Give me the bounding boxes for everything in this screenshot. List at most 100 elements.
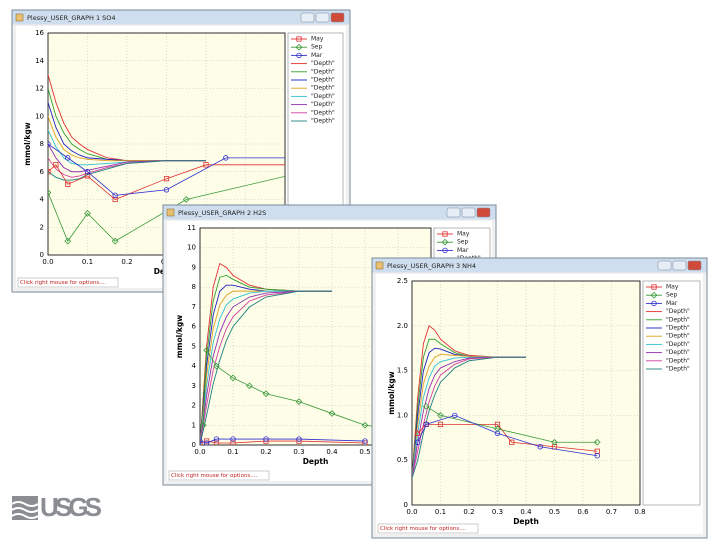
- marker-square: [53, 162, 59, 168]
- y-tick-label: 0: [192, 441, 196, 449]
- x-tick-label: 0.4: [326, 448, 338, 456]
- maximize-button[interactable]: [672, 260, 687, 271]
- legend: MaySepMar"Depth""Depth""Depth""Depth""De…: [642, 280, 701, 506]
- x-tick-label: 0.5: [359, 448, 370, 456]
- legend-label: "Depth": [666, 349, 690, 356]
- observed-line: [48, 175, 285, 242]
- y-tick-label: 4: [192, 362, 197, 370]
- model-line: [200, 274, 332, 445]
- x-axis-label: Depth: [303, 457, 329, 466]
- legend-box: [642, 280, 701, 506]
- maximize-button[interactable]: [461, 207, 476, 218]
- y-tick-label: 2: [40, 223, 44, 231]
- legend-label: "Depth": [311, 109, 335, 116]
- marker-circle: [200, 438, 203, 444]
- model-line: [200, 290, 332, 445]
- observed-line: [200, 438, 366, 444]
- y-axis-label: mmol/kgw: [387, 371, 396, 414]
- y-tick-label: 2: [192, 402, 196, 410]
- model-line: [200, 290, 332, 445]
- status-box[interactable]: [17, 277, 119, 288]
- model-line: [200, 290, 332, 445]
- legend-label: "Depth": [666, 325, 690, 332]
- marker-square: [200, 440, 203, 445]
- marker-circle: [362, 438, 368, 444]
- marker-circle: [452, 412, 458, 419]
- y-tick-label: 10: [187, 244, 196, 252]
- marker-diamond: [262, 390, 270, 398]
- marker-square: [213, 440, 220, 445]
- title-bar: [163, 205, 496, 220]
- y-tick-label: 12: [35, 85, 44, 93]
- legend-label: "Depth": [666, 357, 690, 364]
- marker-diamond: [441, 238, 449, 246]
- observed-line: [48, 164, 285, 200]
- y-tick-label: 1.0: [397, 411, 408, 419]
- model-line: [412, 356, 526, 479]
- close-button[interactable]: [476, 207, 491, 218]
- y-tick-label: 4: [40, 196, 45, 204]
- status-text: Click right mouse for options....: [20, 280, 107, 286]
- marker-diamond: [551, 438, 558, 446]
- marker-circle: [651, 300, 657, 307]
- plot-frame: [411, 280, 641, 506]
- window: Plessy_USER_GRAPH 3 NH4 0 0.5 1.0 1.5 2.0 2.5 0…: [371, 257, 708, 539]
- marker-circle: [442, 247, 448, 254]
- y-tick-label: 0: [404, 501, 408, 509]
- observed-line: [417, 414, 598, 457]
- minimize-button[interactable]: [657, 260, 672, 271]
- marker-square: [48, 169, 51, 175]
- marker-square: [651, 284, 657, 290]
- x-tick-label: 0.5: [549, 508, 560, 516]
- marker-diamond: [213, 362, 220, 370]
- window-title: Plessy_USER_GRAPH 2 H2S: [178, 209, 266, 217]
- logo-waves: [11, 501, 39, 519]
- marker-circle: [537, 444, 543, 450]
- legend-label: May: [457, 231, 470, 238]
- marker-circle: [296, 52, 302, 59]
- model-line: [48, 160, 206, 181]
- maximize-button[interactable]: [315, 12, 330, 23]
- marker-circle: [263, 436, 269, 442]
- plot-layer: [412, 325, 601, 479]
- marker-circle: [112, 192, 118, 199]
- legend-label: "Depth": [311, 85, 335, 92]
- y-tick-label: 1.5: [397, 367, 408, 375]
- marker-circle: [230, 436, 236, 442]
- marker-circle: [48, 141, 51, 147]
- minimize-button[interactable]: [300, 12, 315, 23]
- x-tick-label: 0.1: [227, 448, 238, 456]
- observed-line: [426, 406, 598, 443]
- close-button[interactable]: [687, 260, 702, 271]
- legend-label: Sep: [311, 44, 323, 51]
- legend-label: May: [666, 284, 679, 291]
- y-tick-label: 11: [187, 224, 196, 232]
- y-tick-label: 3: [192, 382, 196, 390]
- marker-diamond: [593, 438, 601, 446]
- marker-circle: [594, 453, 600, 459]
- y-tick-label: 8: [192, 283, 196, 291]
- close-button[interactable]: [330, 12, 345, 23]
- marker-diamond: [361, 421, 369, 429]
- marker-diamond: [111, 237, 119, 245]
- marker-diamond: [422, 403, 430, 410]
- plot-layer: [200, 262, 418, 445]
- y-tick-label: 0: [40, 251, 44, 259]
- x-tick-label: 0.1: [435, 508, 446, 516]
- x-tick-label: 0.8: [634, 508, 645, 516]
- x-tick-label: 0.3: [293, 448, 304, 456]
- marker-square: [163, 176, 170, 182]
- marker-diamond: [246, 382, 253, 390]
- status-box[interactable]: [377, 523, 479, 534]
- marker-circle: [213, 436, 220, 442]
- y-tick-label: 5: [192, 342, 196, 350]
- minimize-button[interactable]: [446, 207, 461, 218]
- marker-diamond: [200, 421, 207, 429]
- y-tick-label: 2.5: [397, 277, 408, 285]
- marker-diamond: [84, 210, 91, 217]
- marker-square: [509, 439, 515, 445]
- legend-label: "Depth": [666, 308, 690, 315]
- y-tick-label: 6: [192, 323, 197, 331]
- status-box[interactable]: [168, 470, 270, 481]
